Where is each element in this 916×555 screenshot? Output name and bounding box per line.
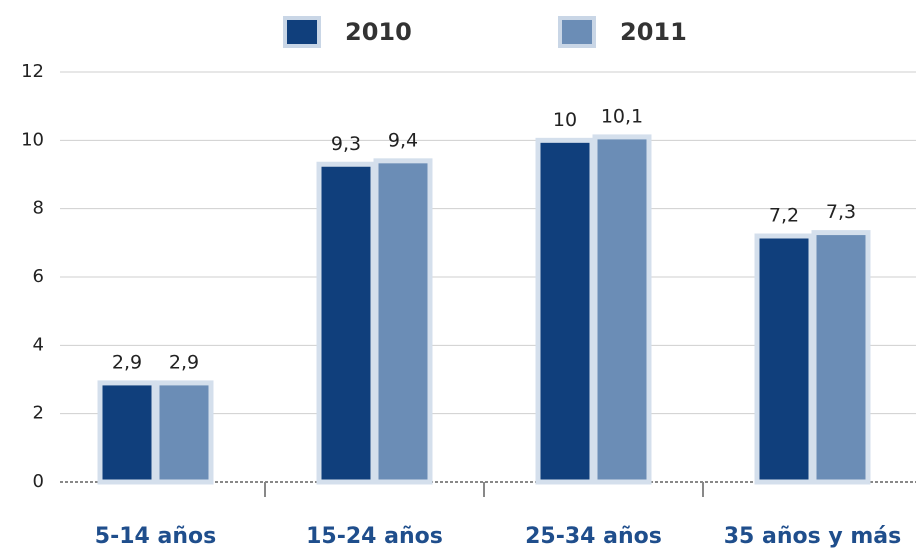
y-tick-label: 10 — [21, 129, 44, 150]
x-tick-label: 15-24 años — [306, 524, 443, 549]
bar — [316, 161, 376, 485]
y-tick-label: 6 — [33, 266, 44, 287]
bar — [811, 230, 871, 485]
y-tick-label: 2 — [33, 403, 44, 424]
value-label: 9,4 — [388, 129, 418, 151]
legend-swatch — [283, 16, 321, 48]
x-tick-label: 5-14 años — [95, 524, 216, 549]
legend-swatch — [558, 16, 596, 48]
value-label: 2,9 — [112, 351, 142, 373]
y-tick-label: 0 — [33, 471, 44, 492]
y-tick-label: 4 — [33, 334, 44, 355]
bar — [535, 137, 595, 485]
y-tick-label: 8 — [33, 198, 44, 219]
bar — [154, 380, 214, 485]
value-label: 9,3 — [331, 133, 361, 155]
bar — [592, 134, 652, 485]
value-label: 2,9 — [169, 351, 199, 373]
bar — [754, 233, 814, 485]
value-label: 7,3 — [826, 201, 856, 223]
bar — [373, 158, 433, 485]
value-label: 7,2 — [769, 205, 799, 227]
legend-label: 2011 — [620, 18, 687, 46]
value-label: 10 — [553, 109, 577, 131]
x-tick-label: 35 años y más — [724, 524, 902, 549]
bar — [97, 380, 157, 485]
x-tick-label: 25-34 años — [525, 524, 662, 549]
legend-label: 2010 — [345, 18, 412, 46]
y-tick-label: 12 — [21, 61, 44, 82]
value-label: 10,1 — [601, 105, 643, 127]
